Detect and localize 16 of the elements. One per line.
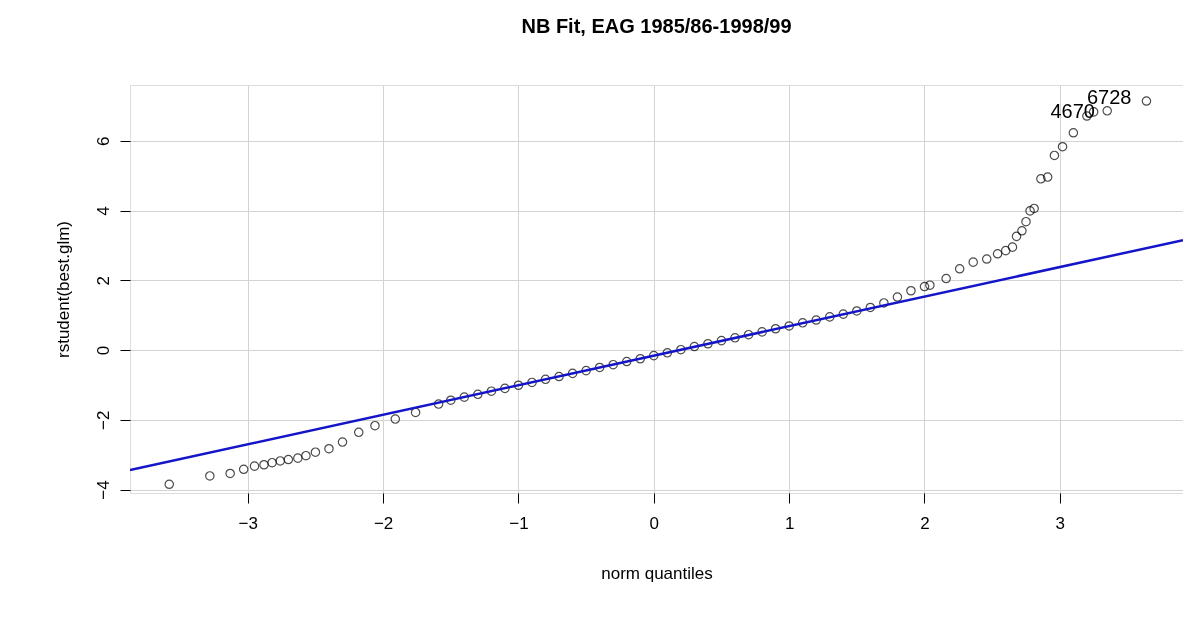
y-tick-label: 0 xyxy=(93,345,113,356)
y-tick-label: 4 xyxy=(93,206,113,216)
y-axis-title: rstudent(best.glm) xyxy=(53,221,73,358)
y-tick-label: −2 xyxy=(93,410,113,430)
y-tick-label: 2 xyxy=(93,276,113,286)
x-axis-title: norm quantiles xyxy=(601,563,713,583)
x-tick-label: 2 xyxy=(920,513,930,533)
y-tick-label: 6 xyxy=(93,136,113,147)
x-tick-label: 0 xyxy=(649,513,660,533)
y-tick-label: −4 xyxy=(93,480,113,500)
x-tick-label: 1 xyxy=(784,513,795,533)
x-tick-label: 3 xyxy=(1055,513,1066,533)
chart-title: NB Fit, EAG 1985/86-1998/99 xyxy=(521,15,792,37)
x-tick-label: −2 xyxy=(373,513,394,533)
x-tick-label: −3 xyxy=(238,513,258,533)
x-tick-label: −1 xyxy=(509,513,529,533)
